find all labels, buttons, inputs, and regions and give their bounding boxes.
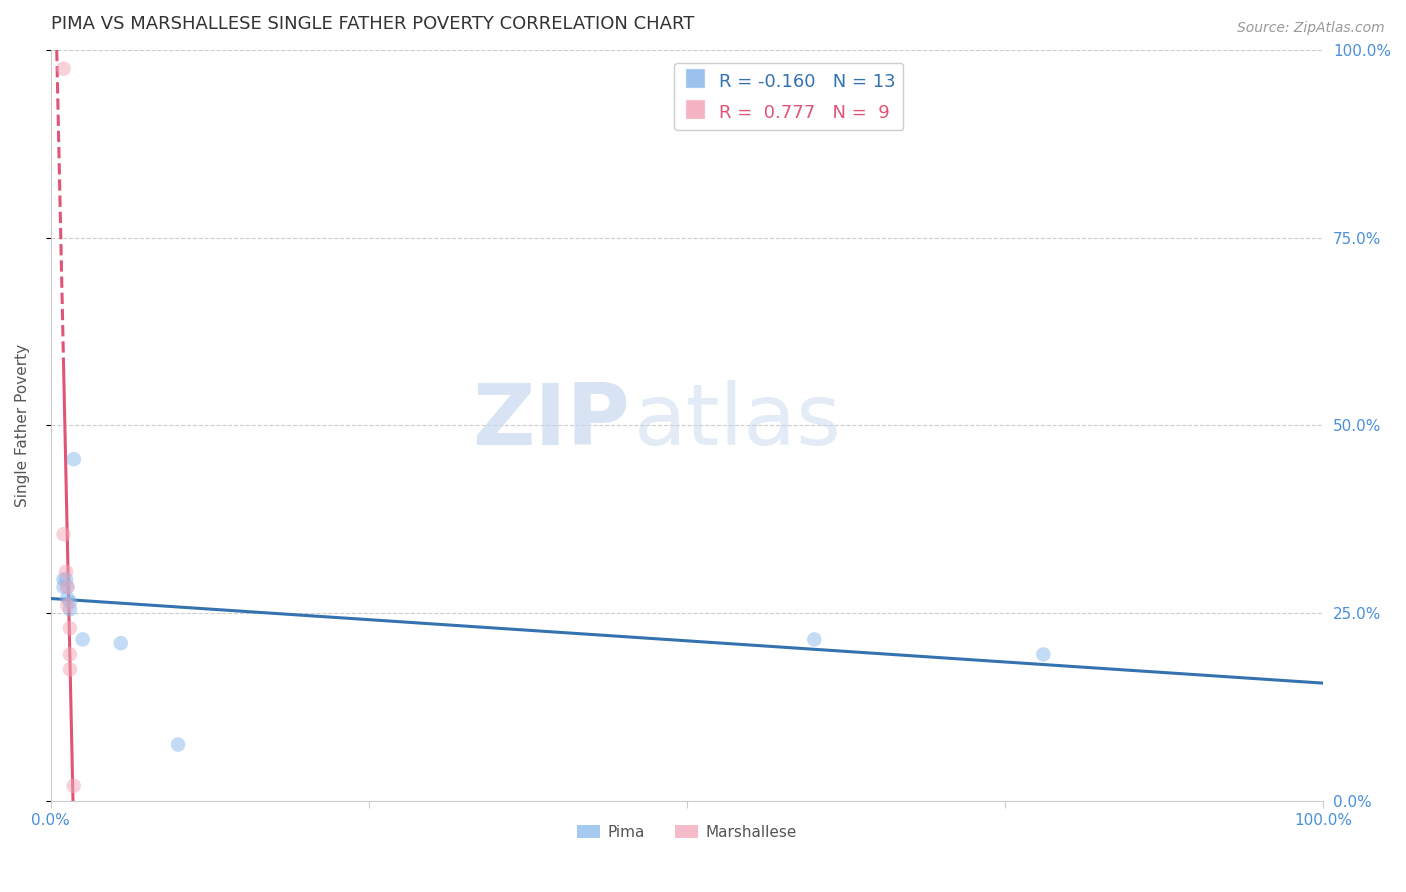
- Text: PIMA VS MARSHALLESE SINGLE FATHER POVERTY CORRELATION CHART: PIMA VS MARSHALLESE SINGLE FATHER POVERT…: [51, 15, 695, 33]
- Y-axis label: Single Father Poverty: Single Father Poverty: [15, 343, 30, 507]
- Point: [52, 62, 75, 76]
- Point: [55, 572, 77, 586]
- Point: [59, 648, 82, 662]
- Point: [1032, 648, 1054, 662]
- Point: [62, 452, 84, 467]
- Point: [56, 580, 79, 594]
- Point: [52, 580, 75, 594]
- Point: [803, 632, 825, 647]
- Point: [52, 527, 75, 541]
- Point: [59, 663, 82, 677]
- Text: ZIP: ZIP: [472, 380, 630, 463]
- Point: [62, 779, 84, 793]
- Point: [167, 738, 190, 752]
- Point: [55, 565, 77, 579]
- Point: [59, 621, 82, 635]
- Text: atlas: atlas: [634, 380, 842, 463]
- Point: [110, 636, 132, 650]
- Point: [56, 580, 79, 594]
- Point: [72, 632, 94, 647]
- Point: [56, 591, 79, 606]
- Point: [59, 602, 82, 616]
- Point: [56, 599, 79, 613]
- Point: [52, 572, 75, 586]
- Point: [59, 595, 82, 609]
- Legend: Pima, Marshallese: Pima, Marshallese: [571, 819, 803, 846]
- Text: Source: ZipAtlas.com: Source: ZipAtlas.com: [1237, 21, 1385, 35]
